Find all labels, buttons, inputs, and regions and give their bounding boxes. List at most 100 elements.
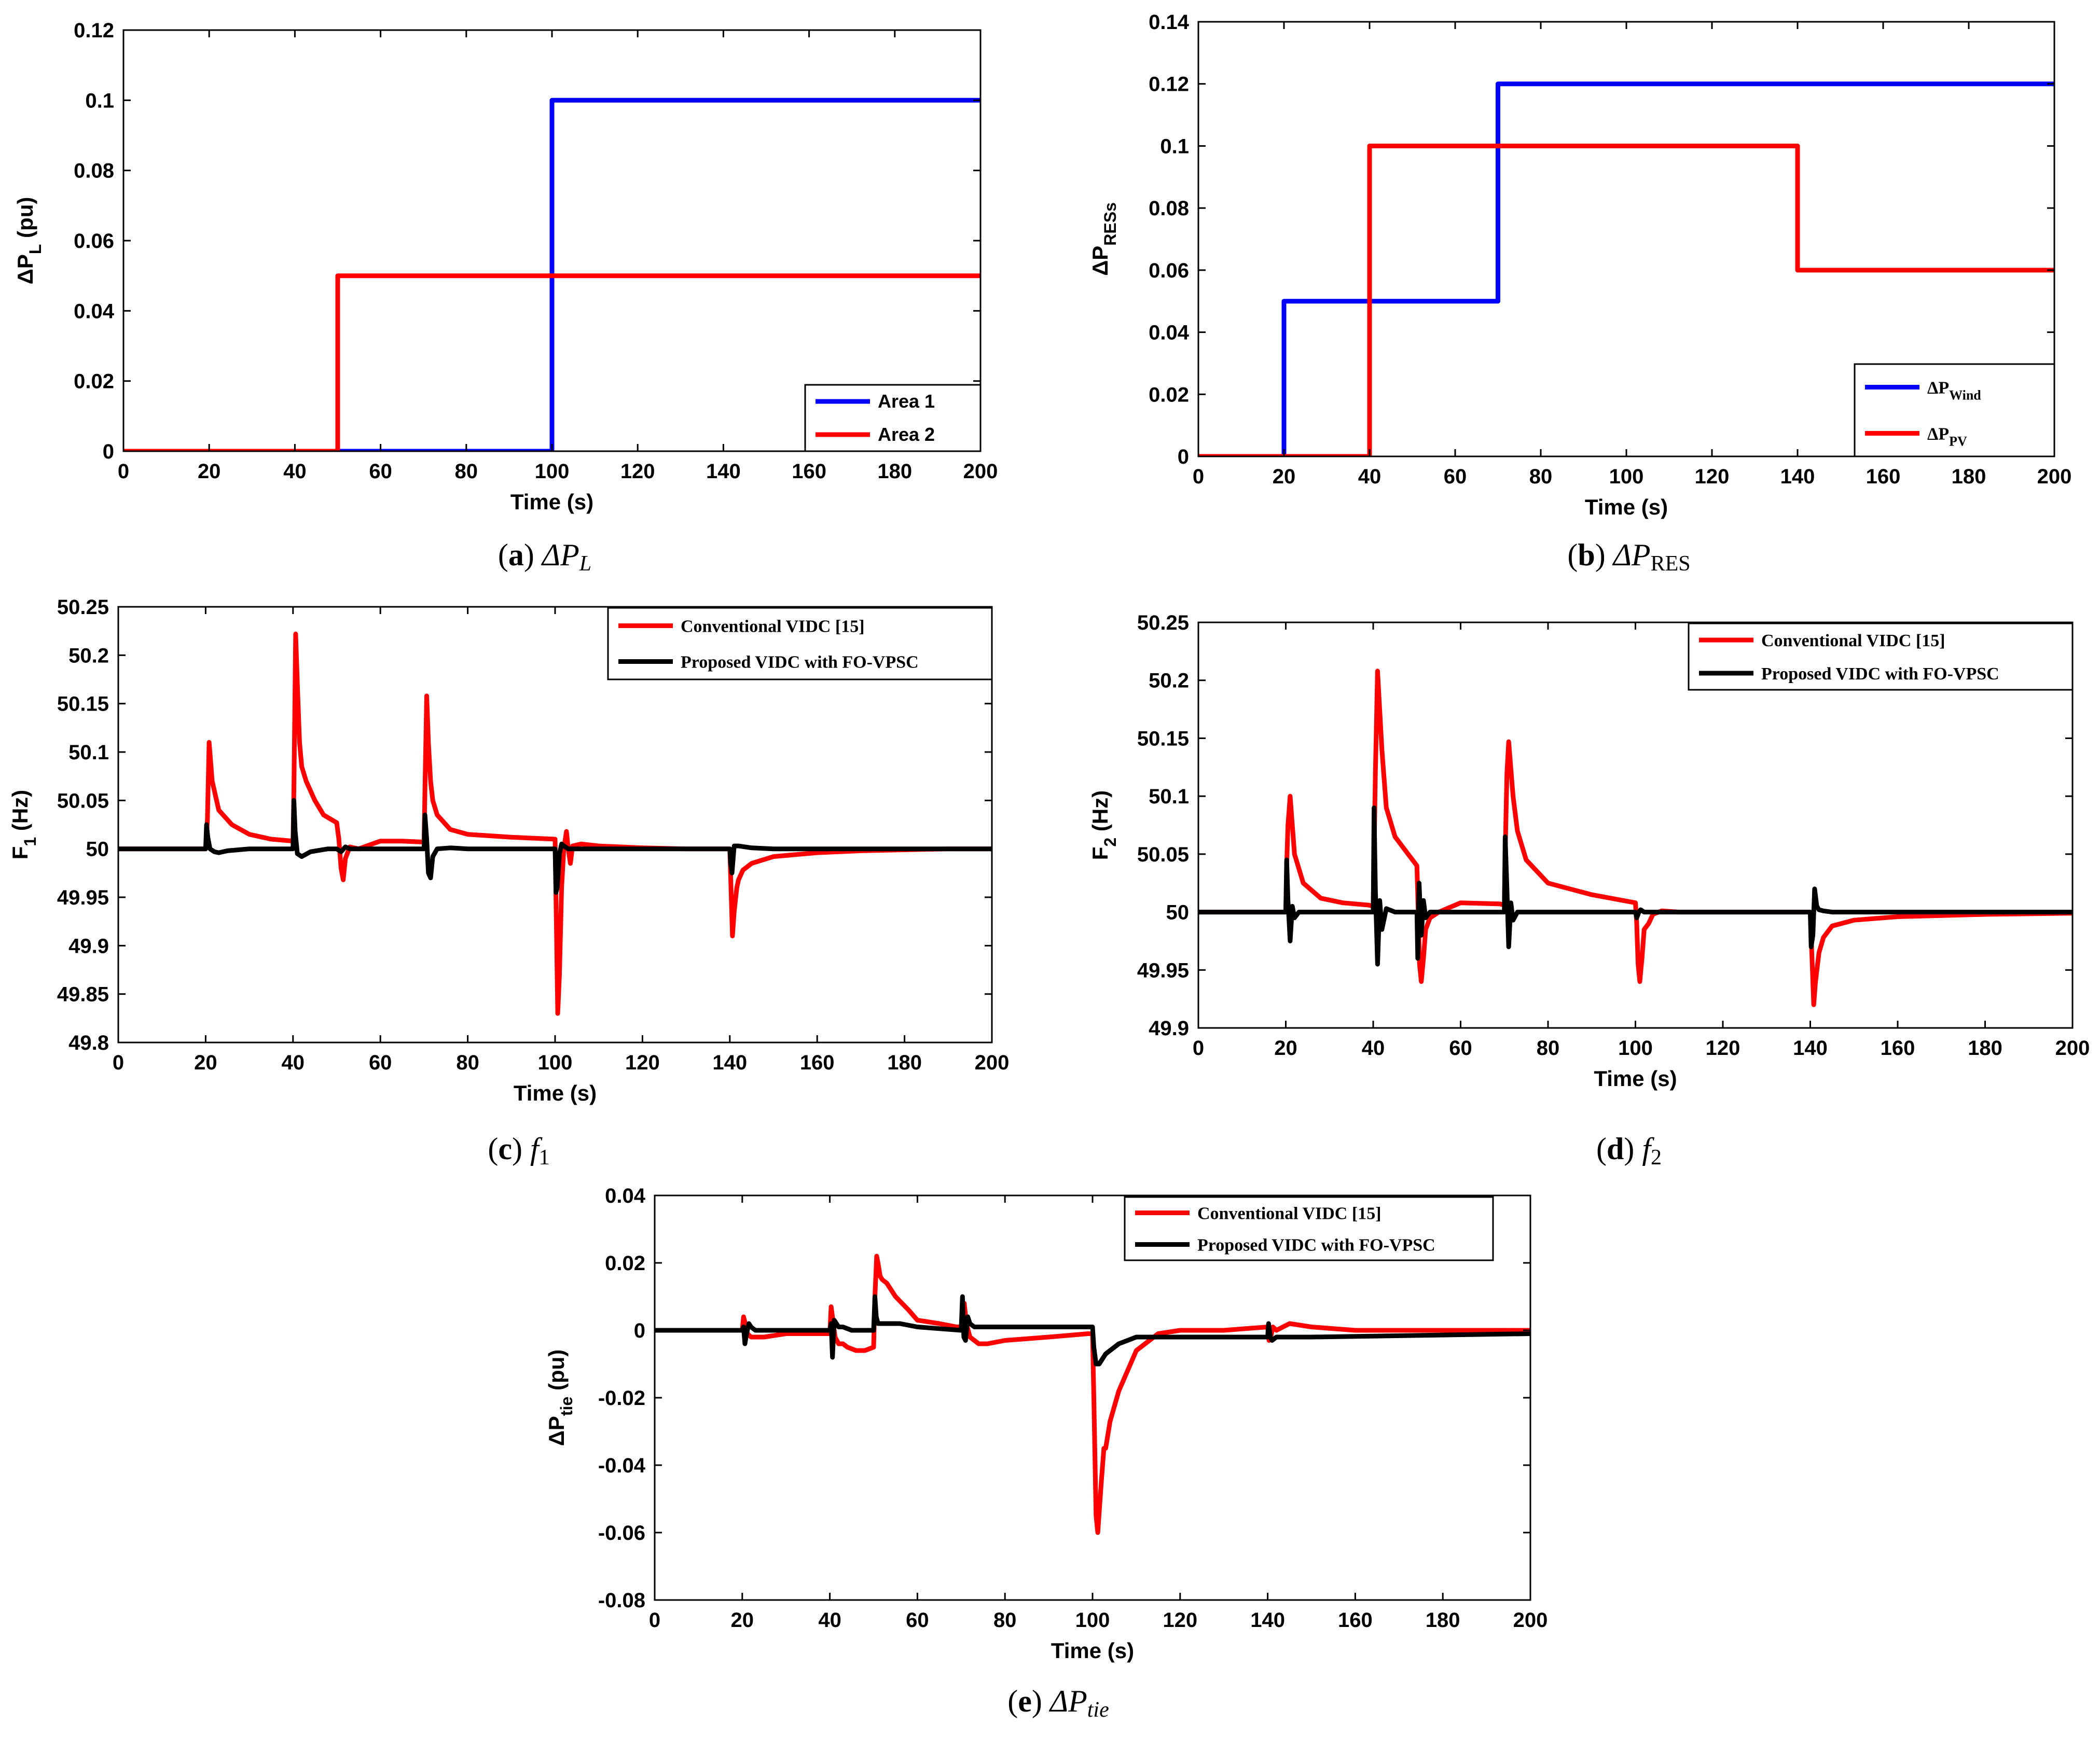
x-tick-label: 60	[369, 460, 392, 483]
legend: Conventional VIDC [15] Proposed VIDC with…	[607, 607, 993, 680]
caption-sub: 1	[539, 1146, 550, 1170]
x-tick-label: 40	[1358, 465, 1381, 488]
legend-box	[1854, 363, 2055, 457]
series-line-2	[118, 798, 992, 895]
legend-label-main: Conventional VIDC [15]	[1197, 1204, 1381, 1223]
legend-label-main: Area 1	[878, 391, 935, 412]
y-tick-label: 49.95	[57, 886, 109, 909]
y-tick-label: 0.06	[74, 230, 114, 253]
y-label-main: F	[8, 846, 32, 860]
x-tick-label: 80	[1537, 1037, 1560, 1060]
figure-caption: (c) f1	[488, 1132, 549, 1170]
y-tick-label: 0.04	[605, 1185, 646, 1207]
chart-c: 0 20 40 60 80 100 120 140 160 180 200 49.8 49.85 49.9…	[8, 596, 1009, 1170]
series-line-2	[1198, 805, 2073, 967]
y-tick-label: 0.04	[1149, 322, 1190, 344]
caption-sub: L	[579, 552, 591, 576]
x-tick-label: 20	[194, 1051, 217, 1074]
x-tick-label: 80	[456, 1051, 479, 1074]
x-tick-label: 200	[963, 460, 998, 483]
x-tick-label: 140	[1250, 1609, 1285, 1632]
caption-paren-open: (	[498, 538, 508, 572]
y-tick-label: 0.08	[74, 160, 114, 183]
y-tick-label: 0.14	[1149, 11, 1190, 34]
x-axis-ticks: 0 20 40 60 80 100 120 140 160 180 200	[118, 30, 998, 483]
y-tick-label: 50	[1166, 901, 1190, 924]
x-tick-label: 80	[455, 460, 478, 483]
y-axis-ticks: 49.8 49.85 49.9 49.95 50 50.05 50.1 50.15 50.2 50…	[57, 596, 992, 1054]
caption-paren-open: (	[1596, 1132, 1607, 1166]
x-axis-ticks: 0 20 40 60 80 100 120 140 160 180 200	[113, 607, 1010, 1074]
caption-sub: 2	[1651, 1146, 1662, 1170]
caption-paren-open: (	[488, 1132, 498, 1166]
caption-sub: tie	[1087, 1698, 1109, 1722]
x-tick-label: 200	[2055, 1037, 2090, 1060]
y-tick-label: 50.05	[1137, 843, 1189, 866]
x-tick-label: 20	[1274, 1037, 1297, 1060]
y-tick-label: 50.2	[68, 644, 109, 667]
y-label-unit: (Hz)	[8, 790, 32, 837]
figure-caption: (d) f2	[1596, 1132, 1662, 1170]
y-tick-label: -0.06	[598, 1522, 645, 1545]
legend-label-main: Proposed VIDC with FO-VPSC	[681, 653, 919, 672]
y-label-unit: (Hz)	[1088, 790, 1112, 838]
x-tick-label: 0	[649, 1609, 660, 1632]
y-tick-label: 0	[1178, 446, 1189, 468]
x-axis-label: Time (s)	[510, 490, 593, 514]
y-label-main: F	[1088, 847, 1112, 860]
chart-e: 0 20 40 60 80 100 120 140 160 180 200-0.08-0.06-0.…	[544, 1185, 1548, 1722]
y-tick-label: 0.12	[74, 19, 114, 42]
x-tick-label: 0	[118, 460, 129, 483]
y-tick-label: 50.2	[1149, 670, 1189, 692]
x-tick-label: 140	[712, 1051, 747, 1074]
y-label-unit: (pu)	[544, 1350, 569, 1397]
legend-label-main: Conventional VIDC [15]	[1761, 631, 1945, 650]
legend: Conventional VIDC [15] Proposed VIDC with…	[1124, 1196, 1494, 1261]
legend-label-sub: Wind	[1949, 388, 1981, 403]
y-tick-label: 0.04	[74, 300, 115, 323]
x-tick-label: 180	[877, 460, 912, 483]
y-axis-label: ΔPRESs	[1088, 202, 1120, 276]
x-axis-label: Time (s)	[1051, 1638, 1134, 1663]
x-tick-label: 160	[1866, 465, 1901, 488]
caption-paren-close: )	[524, 538, 542, 572]
legend-label-main: Conventional VIDC [15]	[681, 617, 865, 636]
y-tick-label: 50.1	[1149, 785, 1189, 808]
y-tick-label: 0	[634, 1319, 645, 1342]
x-tick-label: 180	[1426, 1609, 1460, 1632]
y-tick-label: 49.8	[68, 1032, 109, 1054]
x-tick-label: 40	[282, 1051, 305, 1074]
x-tick-label: 0	[1193, 1037, 1204, 1060]
y-tick-label: 0.08	[1149, 197, 1189, 220]
legend-label: Area 2	[878, 424, 935, 445]
x-tick-label: 40	[818, 1609, 841, 1632]
legend-box	[1688, 622, 2074, 691]
series-line-2	[123, 273, 980, 451]
legend: Conventional VIDC [15] Proposed VIDC with…	[1688, 622, 2074, 691]
series-line-2	[655, 1294, 1530, 1367]
plot-area	[1198, 669, 2073, 1007]
legend: Area 1 Area 2	[804, 384, 982, 452]
caption-letter: c	[498, 1132, 512, 1166]
y-axis-label: ΔPL (pu)	[13, 197, 45, 285]
x-tick-label: 180	[1952, 465, 1986, 488]
caption-paren-open: (	[1007, 1684, 1018, 1718]
series-line-2	[1198, 143, 2054, 456]
caption-letter: b	[1578, 538, 1595, 572]
x-axis-label: Time (s)	[1585, 495, 1668, 519]
y-label-main: ΔP	[544, 1416, 569, 1446]
x-tick-label: 200	[975, 1051, 1010, 1074]
chart-a: 0 20 40 60 80 100 120 140 160 180 200 0 0.02 0.04 0.06…	[13, 19, 998, 576]
y-label-sub: 1	[21, 837, 39, 846]
x-tick-label: 120	[1706, 1037, 1740, 1060]
y-axis-ticks: 0 0.02 0.04 0.06 0.08 0.1 0.12	[74, 19, 980, 463]
x-tick-label: 160	[792, 460, 826, 483]
caption-paren-close: )	[1032, 1684, 1050, 1718]
caption-math: ΔP	[1049, 1684, 1087, 1718]
y-label-sub: RESs	[1101, 202, 1120, 246]
caption-math: ΔP	[1612, 538, 1651, 572]
series-line-1	[655, 1254, 1530, 1535]
